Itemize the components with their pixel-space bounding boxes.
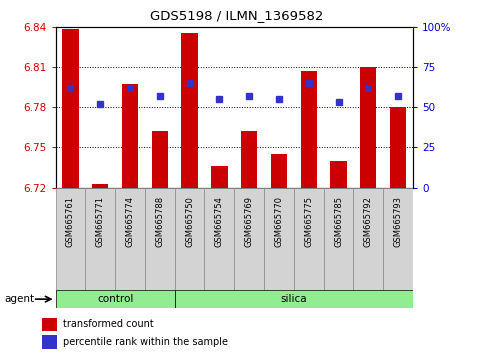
Bar	[42, 335, 57, 349]
Text: silica: silica	[281, 294, 307, 304]
Bar	[234, 188, 264, 294]
Text: GSM665788: GSM665788	[156, 196, 164, 247]
Text: control: control	[97, 294, 133, 304]
Text: GSM665769: GSM665769	[245, 196, 254, 247]
Bar	[56, 188, 85, 294]
Bar	[264, 188, 294, 294]
Bar	[383, 188, 413, 294]
Text: transformed count: transformed count	[63, 319, 154, 329]
Text: GSM665774: GSM665774	[126, 196, 134, 247]
Text: GSM665792: GSM665792	[364, 196, 373, 247]
Text: GSM665775: GSM665775	[304, 196, 313, 247]
Bar	[294, 188, 324, 294]
Bar	[211, 166, 227, 188]
Bar	[175, 188, 204, 294]
Bar	[175, 290, 413, 308]
Bar	[324, 188, 354, 294]
Bar	[42, 318, 57, 331]
Bar	[115, 188, 145, 294]
Text: GSM665770: GSM665770	[274, 196, 284, 247]
Bar	[62, 29, 79, 188]
Bar	[271, 154, 287, 188]
Text: GSM665750: GSM665750	[185, 196, 194, 247]
Text: GSM665754: GSM665754	[215, 196, 224, 247]
Bar	[182, 33, 198, 188]
Bar	[145, 188, 175, 294]
Bar	[122, 84, 138, 188]
Bar	[390, 107, 406, 188]
Text: percentile rank within the sample: percentile rank within the sample	[63, 337, 228, 347]
Text: GSM665761: GSM665761	[66, 196, 75, 247]
Bar	[152, 131, 168, 188]
Text: GDS5198 / ILMN_1369582: GDS5198 / ILMN_1369582	[150, 9, 323, 22]
Bar	[360, 67, 376, 188]
Bar	[300, 71, 317, 188]
Bar	[330, 161, 347, 188]
Bar	[85, 188, 115, 294]
Text: GSM665771: GSM665771	[96, 196, 105, 247]
Bar	[354, 188, 383, 294]
Text: GSM665793: GSM665793	[394, 196, 402, 247]
Bar	[241, 131, 257, 188]
Text: agent: agent	[5, 294, 35, 304]
Text: GSM665785: GSM665785	[334, 196, 343, 247]
Bar	[56, 290, 175, 308]
Bar	[204, 188, 234, 294]
Bar	[92, 184, 108, 188]
